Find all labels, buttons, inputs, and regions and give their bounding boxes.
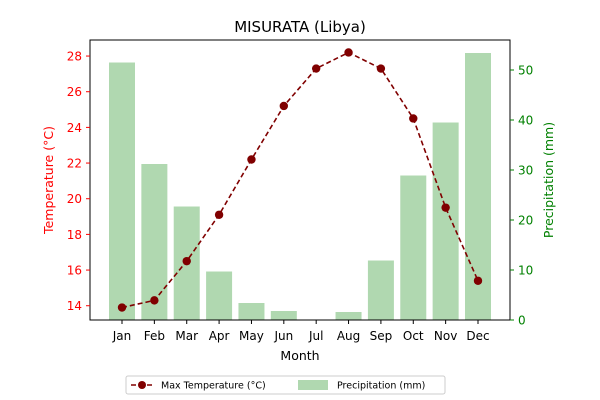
x-tick-label-jul: Jul bbox=[308, 329, 323, 343]
x-axis-label: Month bbox=[280, 348, 319, 363]
legend: Max Temperature (°C) Precipitation (mm) bbox=[125, 375, 446, 395]
precipitation-bar-jan bbox=[109, 62, 135, 320]
x-tick-label-sep: Sep bbox=[370, 329, 393, 343]
x-tick-label-oct: Oct bbox=[403, 329, 424, 343]
temperature-point-mar bbox=[182, 256, 191, 266]
precipitation-bar-feb bbox=[141, 164, 168, 320]
y-right-tick-label-40: 40 bbox=[518, 114, 533, 128]
temperature-point-sep bbox=[376, 64, 386, 73]
precipitation-bar-aug bbox=[335, 312, 362, 320]
x-tick-label-aug: Aug bbox=[337, 329, 360, 343]
y-left-tick-label-14: 14 bbox=[67, 299, 82, 313]
temperature-point-jun bbox=[279, 101, 289, 111]
temperature-point-aug bbox=[344, 48, 353, 57]
precipitation-bars bbox=[109, 53, 491, 320]
temperature-line bbox=[117, 48, 483, 312]
precipitation-bar-may bbox=[238, 303, 265, 320]
precipitation-bar-apr bbox=[206, 271, 233, 320]
x-tick-label-jun: Jun bbox=[273, 329, 293, 343]
y-right-tick-label-50: 50 bbox=[518, 64, 533, 78]
x-tick-label-feb: Feb bbox=[144, 329, 165, 343]
temperature-point-dec bbox=[473, 276, 483, 285]
y-left-tick-label-20: 20 bbox=[67, 192, 82, 206]
y-left-tick-label-24: 24 bbox=[67, 121, 82, 135]
y-left-tick-label-22: 22 bbox=[67, 157, 82, 171]
temperature-point-feb bbox=[150, 296, 159, 305]
x-tick-label-nov: Nov bbox=[434, 329, 457, 343]
temperature-point-oct bbox=[409, 114, 418, 123]
precipitation-bar-dec bbox=[465, 53, 491, 320]
temperature-point-jul bbox=[311, 64, 321, 73]
y-right-tick-label-10: 10 bbox=[518, 264, 533, 278]
x-tick-label-jan: Jan bbox=[112, 329, 132, 343]
x-tick-label-mar: Mar bbox=[175, 329, 198, 343]
x-axis: Jan Feb Mar Apr May Jun Jul Aug Sep Oct Nov Dec bbox=[112, 320, 490, 343]
chart-title: MISURATA (Libya) bbox=[234, 18, 366, 36]
temperature-point-nov bbox=[441, 203, 450, 212]
y-right-tick-label-20: 20 bbox=[518, 214, 533, 228]
precipitation-bar-jun bbox=[270, 311, 297, 320]
y-axis-left: 14 16 18 20 22 24 26 28 bbox=[67, 50, 90, 313]
precipitation-bar-sep bbox=[367, 260, 394, 320]
legend-label-precipitation: Precipitation (mm) bbox=[337, 381, 425, 392]
y-left-tick-label-18: 18 bbox=[67, 228, 82, 242]
temperature-point-jan bbox=[117, 303, 127, 312]
y-right-tick-label-30: 30 bbox=[518, 164, 533, 178]
y-right-tick-label-0: 0 bbox=[518, 314, 526, 328]
y-left-tick-label-26: 26 bbox=[67, 85, 82, 99]
temperature-point-apr bbox=[214, 210, 224, 219]
y-left-tick-label-16: 16 bbox=[67, 264, 82, 278]
legend-label-temperature: Max Temperature (°C) bbox=[161, 381, 266, 392]
y-axis-right-label: Precipitation (mm) bbox=[541, 122, 556, 238]
temperature-line-path bbox=[121, 51, 479, 309]
y-axis-right: 0 10 20 30 40 50 bbox=[510, 64, 533, 328]
x-tick-label-apr: Apr bbox=[209, 329, 230, 343]
precipitation-bar-nov bbox=[432, 122, 459, 320]
legend-bar-swatch bbox=[298, 380, 328, 390]
y-axis-left-label: Temperature (°C) bbox=[41, 126, 56, 235]
temperature-point-may bbox=[247, 155, 256, 164]
x-tick-label-may: May bbox=[239, 329, 264, 343]
precipitation-bar-oct bbox=[400, 175, 427, 320]
x-tick-label-dec: Dec bbox=[466, 329, 489, 343]
y-left-tick-label-28: 28 bbox=[67, 50, 82, 64]
legend-frame bbox=[125, 375, 446, 395]
legend-marker-swatch bbox=[138, 381, 146, 389]
plot-frame bbox=[89, 39, 511, 321]
